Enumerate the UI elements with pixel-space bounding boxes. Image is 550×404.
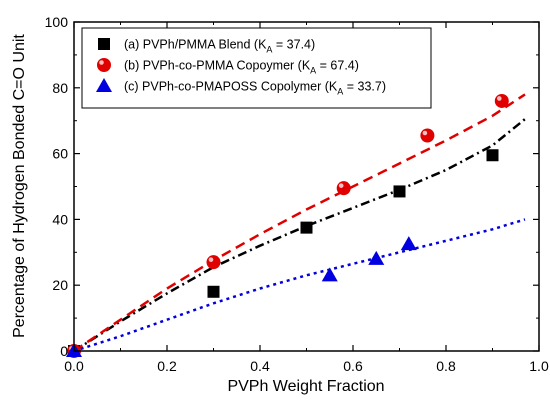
axis-ticks [73,21,540,352]
data-point-series-1-highlight [338,183,344,188]
y-tick-labels: 0 20 40 60 80 100 [45,14,69,359]
data-point-series-0 [486,149,499,162]
legend-box [81,27,432,109]
data-point-series-1 [206,255,221,270]
y-tick-label: 60 [52,146,68,162]
y-axis-title: Percentage of Hydrogen Bonded C=O Unit [11,34,28,338]
legend-marker-series-1 [97,58,111,72]
y-tick-label: 100 [45,14,69,30]
legend: (a) PVPh/PMMA Blend (KA = 37.4) (b) PVPh-… [81,27,432,109]
x-tick-label: 0.8 [436,358,456,374]
x-axis-title: PVPh Weight Fraction [227,378,384,395]
legend-marker-series-2 [96,78,112,92]
legend-marker-series-0 [98,38,110,50]
data-point-series-1 [494,93,509,108]
x-tick-label: 0.4 [250,358,270,374]
legend-label-series-0: (a) PVPh/PMMA Blend (KA = 37.4) [124,38,315,55]
y-tick-label: 20 [52,277,68,293]
data-point-series-0 [300,221,313,234]
data-point-series-1 [336,181,351,196]
data-point-series-2 [400,236,417,251]
x-tick-label: 1.0 [529,358,549,374]
fit-lines [73,93,526,353]
y-tick-label: 40 [52,211,68,227]
fit-line-series-0 [73,118,526,353]
data-point-series-1-highlight [497,96,502,101]
fit-line-series-2 [73,218,526,353]
data-point-series-0 [207,285,220,298]
data-points [66,93,509,358]
x-tick-label: 0.0 [64,358,84,374]
legend-marker-series-1-highlight [99,60,104,65]
legend-label-series-2: (c) PVPh-co-PMAPOSS Copolymer (KA = 33.7… [124,80,386,97]
y-tick-label: 0 [60,343,68,359]
data-point-series-2 [368,250,385,265]
data-point-series-0 [393,185,406,198]
fit-line-series-1 [73,93,526,353]
data-point-series-1-highlight [208,257,214,262]
legend-label-series-1: (b) PVPh-co-PMMA Copoymer (KA = 67.4) [124,59,359,76]
data-point-series-1-highlight [422,130,428,136]
x-tick-label: 0.6 [343,358,363,374]
data-point-series-1 [420,128,435,143]
data-point-series-2 [321,267,338,282]
x-tick-labels: 0.0 0.2 0.4 0.6 0.8 1.0 [64,358,549,374]
x-tick-label: 0.2 [157,358,177,374]
y-tick-label: 80 [52,80,68,96]
